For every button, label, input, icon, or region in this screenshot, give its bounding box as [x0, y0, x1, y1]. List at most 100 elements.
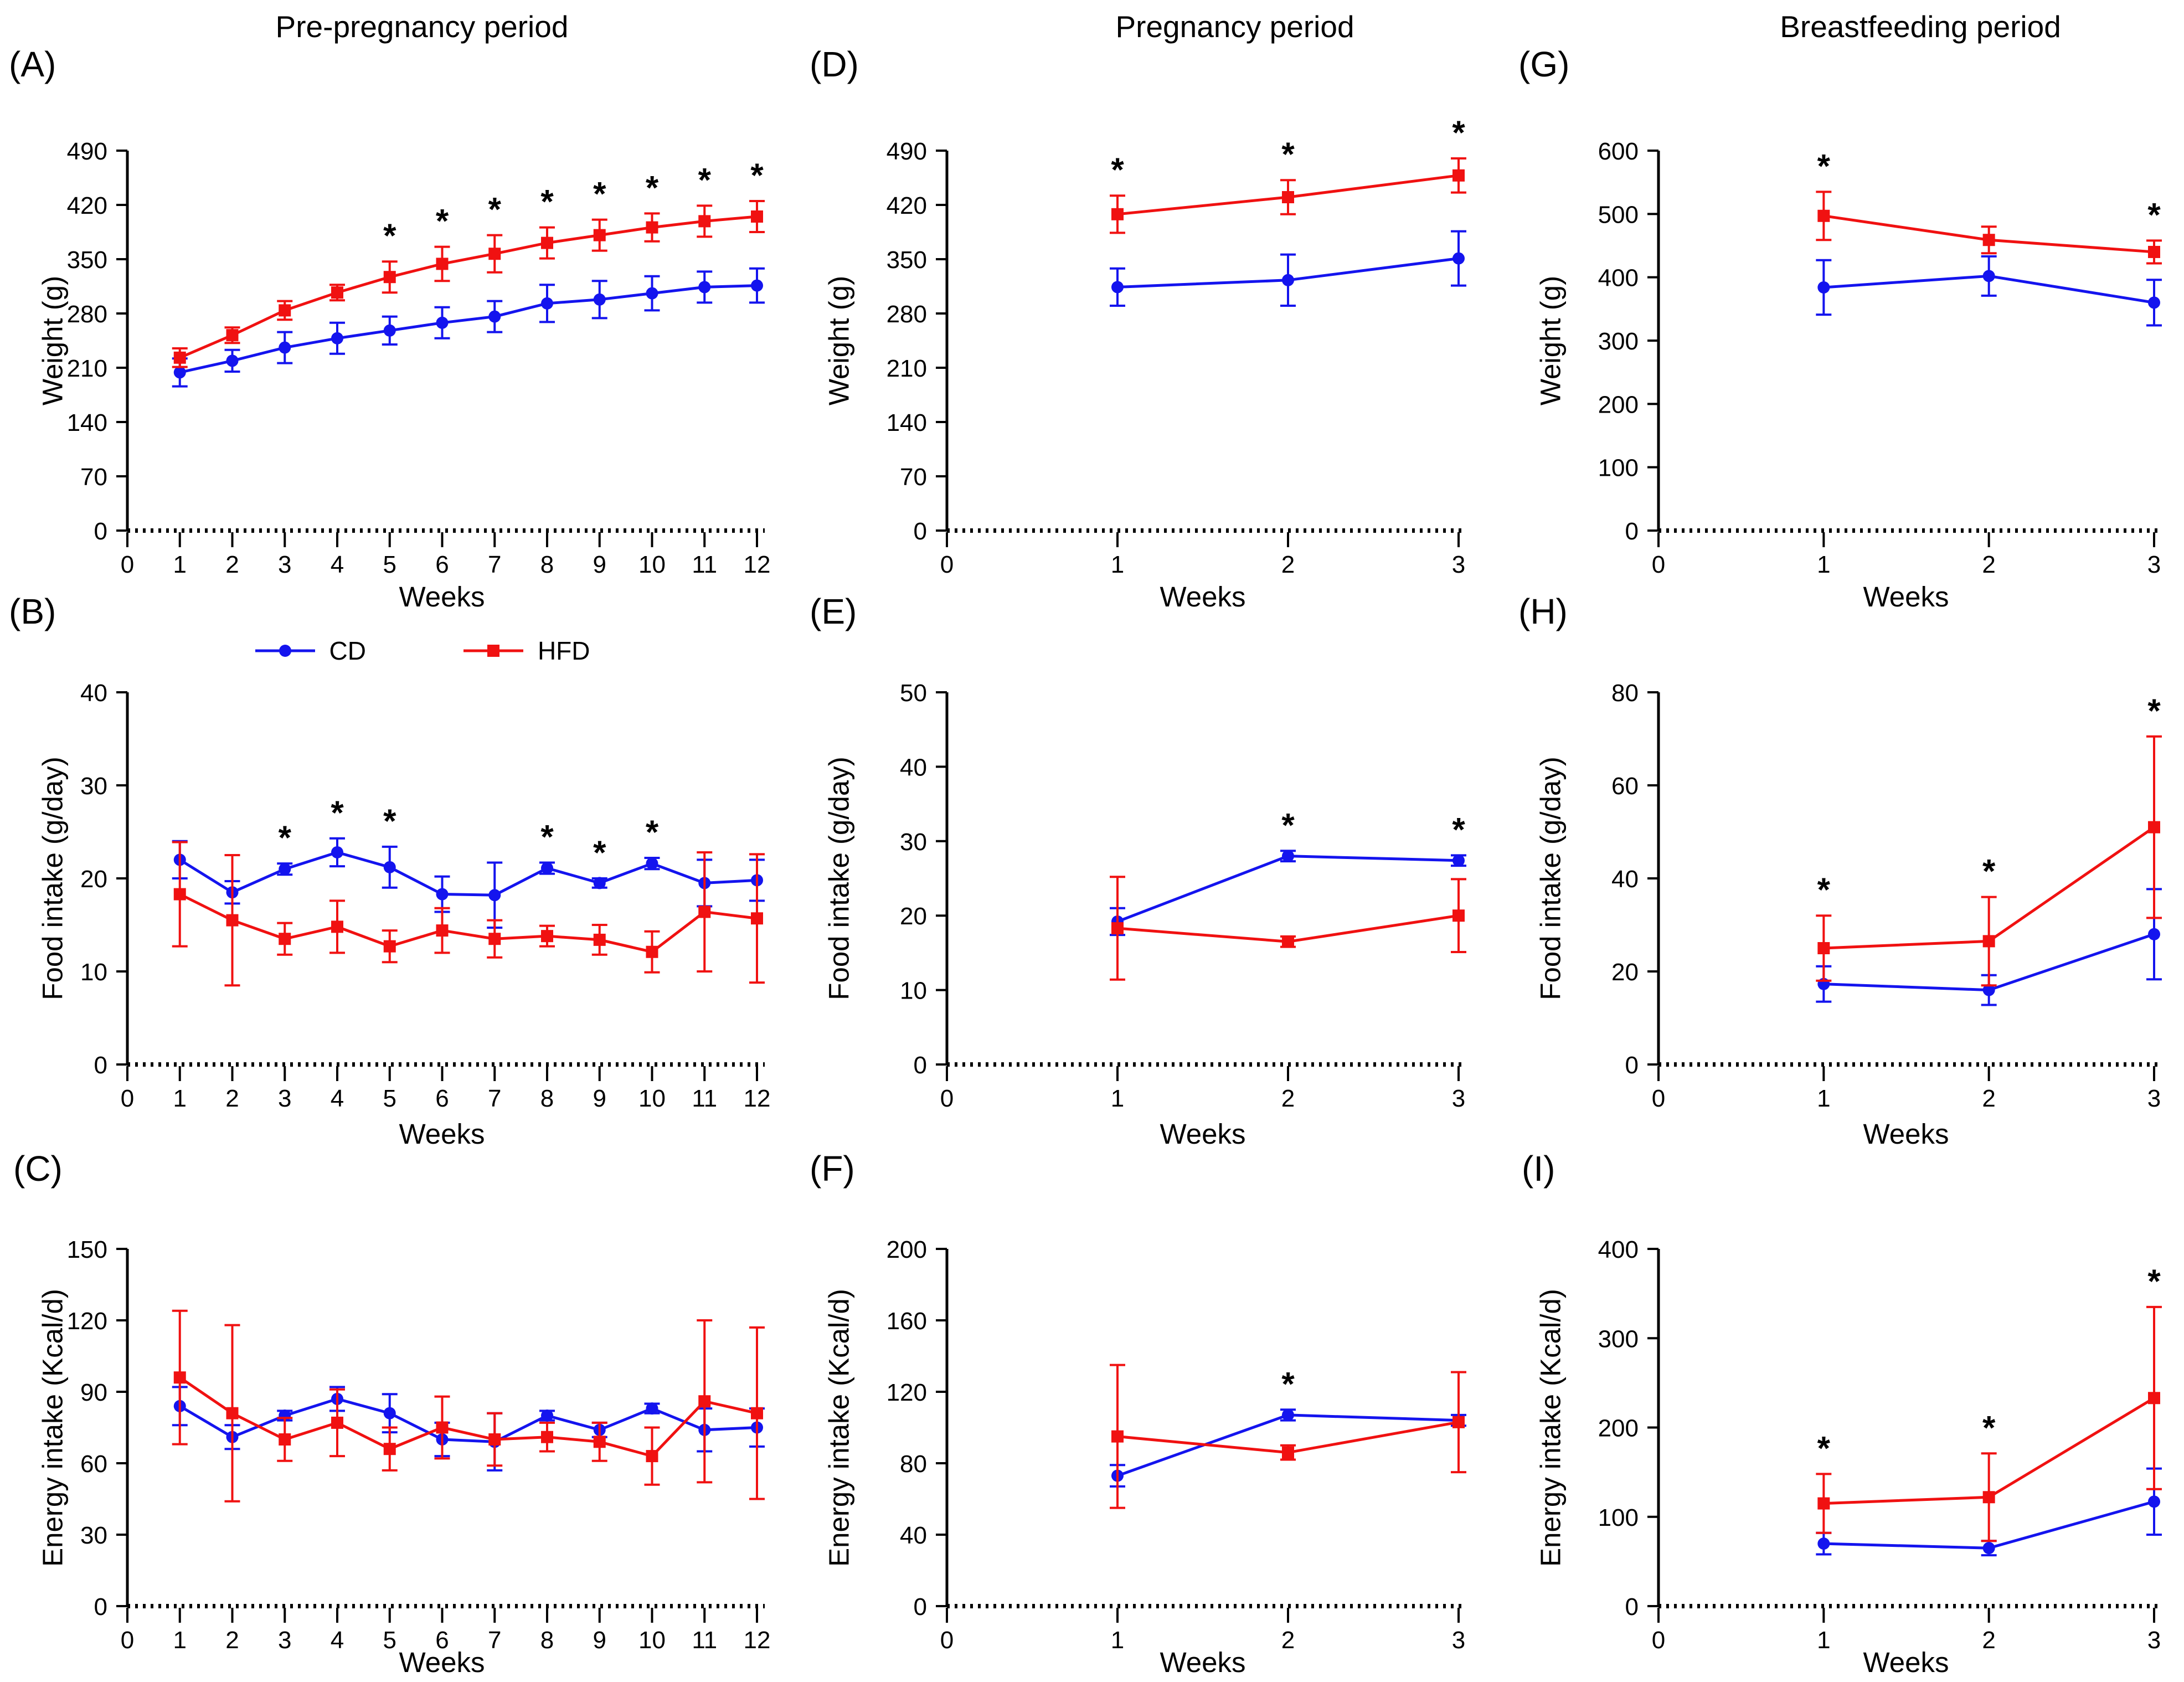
- significance-asterisk: *: [750, 157, 764, 194]
- svg-text:40: 40: [900, 1522, 927, 1549]
- panel-d-ylabel: Weight (g): [823, 275, 855, 406]
- panel-g-xlabel: Weeks: [1863, 581, 1949, 613]
- svg-text:500: 500: [1598, 201, 1639, 228]
- significance-asterisk: *: [279, 819, 292, 856]
- svg-text:30: 30: [900, 829, 927, 856]
- panel-b-ylabel: Food intake (g/day): [37, 757, 69, 1000]
- svg-text:12: 12: [744, 551, 771, 578]
- svg-text:280: 280: [67, 301, 107, 328]
- panel-D-series-CD: [1110, 230, 1466, 307]
- panel-I-series-HFD: [1816, 1305, 2162, 1542]
- svg-text:0: 0: [1625, 1593, 1639, 1621]
- svg-text:5: 5: [383, 1627, 396, 1654]
- panel-a-label: (A): [9, 44, 56, 84]
- panel-d-label: (D): [810, 44, 859, 84]
- svg-text:0: 0: [1625, 1052, 1639, 1079]
- significance-asterisk: *: [1817, 871, 1831, 908]
- svg-text:10: 10: [900, 978, 927, 1005]
- svg-text:12: 12: [744, 1627, 771, 1654]
- svg-text:2: 2: [225, 551, 239, 578]
- panel-B-series-CD: [172, 837, 765, 929]
- panel-A-series-HFD: [172, 200, 765, 368]
- panel-b-label: (B): [9, 591, 56, 631]
- svg-text:1: 1: [1111, 551, 1124, 578]
- svg-text:7: 7: [488, 551, 501, 578]
- svg-text:2: 2: [1281, 551, 1295, 578]
- svg-text:3: 3: [1452, 1627, 1465, 1654]
- svg-text:1: 1: [1817, 1085, 1830, 1112]
- svg-text:1: 1: [173, 1627, 187, 1654]
- significance-asterisk: *: [540, 183, 554, 220]
- panel-c-label: (C): [13, 1149, 63, 1189]
- svg-text:1: 1: [173, 551, 187, 578]
- svg-text:70: 70: [900, 464, 927, 491]
- svg-text:7: 7: [488, 1085, 501, 1112]
- significance-asterisk: *: [593, 834, 606, 871]
- panel-A-series-CD: [172, 267, 765, 388]
- column-title-pregnancy: Pregnancy period: [1115, 9, 1354, 44]
- svg-text:0: 0: [94, 518, 107, 545]
- panel-G: 0 100 200 300 400 500 600 0 1 2 3 * *: [1598, 138, 2162, 578]
- svg-text:4: 4: [331, 551, 344, 578]
- svg-text:2: 2: [1281, 1085, 1295, 1112]
- svg-text:3: 3: [2147, 1085, 2161, 1112]
- svg-text:0: 0: [1652, 551, 1665, 578]
- significance-asterisk: *: [1281, 136, 1295, 173]
- panel-h-xlabel: Weeks: [1863, 1118, 1949, 1150]
- panel-c-ylabel: Energy intake (Kcal/d): [37, 1289, 69, 1567]
- svg-text:2: 2: [225, 1085, 239, 1112]
- svg-text:12: 12: [744, 1085, 771, 1112]
- column-title-breastfeeding: Breastfeeding period: [1780, 9, 2061, 44]
- svg-text:80: 80: [1611, 680, 1639, 707]
- panel-c-xlabel: Weeks: [399, 1647, 485, 1678]
- svg-text:400: 400: [1598, 1236, 1639, 1263]
- svg-text:300: 300: [1598, 1325, 1639, 1352]
- svg-text:3: 3: [2147, 551, 2161, 578]
- significance-asterisk: *: [383, 803, 396, 840]
- significance-asterisk: *: [331, 794, 344, 831]
- panel-g-label: (G): [1518, 44, 1570, 84]
- panel-i-ylabel: Energy intake (Kcal/d): [1534, 1289, 1567, 1567]
- significance-asterisk: *: [2147, 1263, 2161, 1300]
- svg-text:2: 2: [1281, 1627, 1295, 1654]
- svg-text:4: 4: [331, 1085, 344, 1112]
- svg-text:70: 70: [80, 464, 107, 491]
- svg-text:10: 10: [638, 1085, 666, 1112]
- significance-asterisk: *: [383, 217, 396, 254]
- svg-text:30: 30: [80, 1522, 107, 1549]
- svg-text:20: 20: [80, 866, 107, 893]
- svg-text:0: 0: [121, 1085, 134, 1112]
- panel-E: 0 10 20 30 40 50 0 1 2 3 * *: [900, 680, 1466, 1112]
- significance-asterisk: *: [1111, 151, 1124, 188]
- panel-g-ylabel: Weight (g): [1534, 275, 1567, 406]
- legend-item-cd: CD: [252, 636, 366, 666]
- panel-D-series-HFD: [1110, 157, 1466, 234]
- panel-f-label: (F): [810, 1149, 855, 1189]
- svg-text:0: 0: [940, 1627, 954, 1654]
- svg-text:100: 100: [1598, 1504, 1639, 1531]
- panel-H: 0 20 40 60 80 0 1 2 3 * * *: [1611, 680, 2162, 1112]
- svg-text:11: 11: [692, 551, 717, 578]
- svg-text:0: 0: [121, 551, 134, 578]
- svg-text:120: 120: [887, 1379, 927, 1406]
- svg-text:400: 400: [1598, 265, 1639, 292]
- figure-legend: CD HFD: [199, 636, 642, 666]
- panel-F-series-HFD: [1110, 1364, 1466, 1509]
- svg-text:3: 3: [278, 551, 291, 578]
- svg-text:100: 100: [1598, 455, 1639, 482]
- svg-text:90: 90: [80, 1379, 107, 1406]
- svg-text:11: 11: [692, 1627, 717, 1654]
- svg-text:10: 10: [638, 551, 666, 578]
- svg-text:40: 40: [80, 680, 107, 707]
- significance-asterisk: *: [646, 814, 659, 851]
- significance-asterisk: *: [540, 818, 554, 855]
- panel-e-xlabel: Weeks: [1160, 1118, 1246, 1150]
- svg-text:9: 9: [593, 1627, 606, 1654]
- panel-D: 0 70 140 210 280 350 420 490 0 1 2 3 * * *: [887, 114, 1466, 578]
- svg-text:60: 60: [80, 1450, 107, 1478]
- svg-text:3: 3: [2147, 1627, 2161, 1654]
- svg-text:4: 4: [331, 1627, 344, 1654]
- svg-text:1: 1: [173, 1085, 187, 1112]
